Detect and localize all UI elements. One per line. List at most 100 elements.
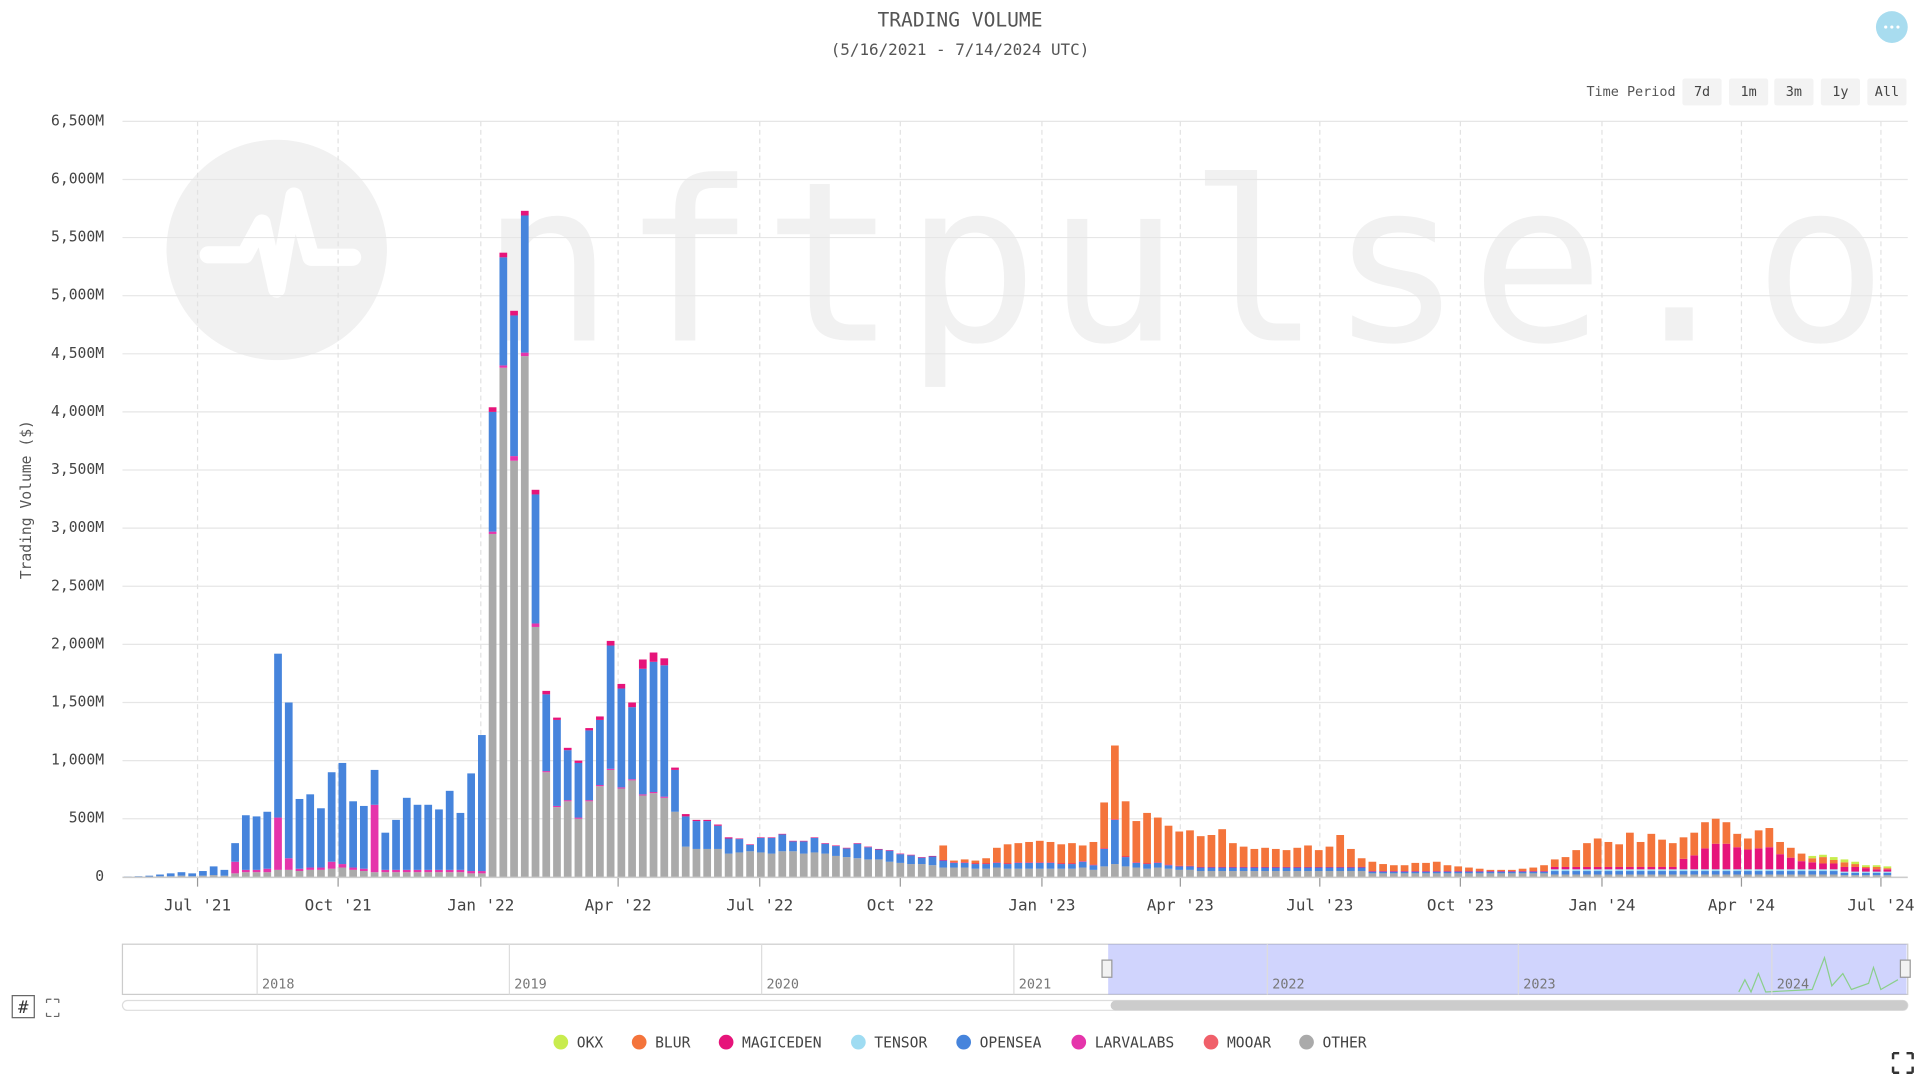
time-period-button[interactable]: All: [1867, 78, 1907, 106]
bar-segment: [1250, 867, 1259, 872]
legend-item[interactable]: MOOAR: [1203, 1034, 1272, 1051]
bar-segment: [842, 848, 851, 858]
bar-segment: [349, 869, 357, 877]
bar-segment: [1078, 845, 1087, 862]
bar-segment: [714, 824, 722, 826]
bar-segment: [1883, 868, 1892, 870]
bar-segment: [188, 876, 197, 877]
bar-segment: [1046, 862, 1055, 863]
bar-segment: [1347, 866, 1355, 868]
scrollbar-thumb[interactable]: [1110, 1000, 1908, 1011]
bar-segment: [1593, 874, 1602, 877]
menu-button[interactable]: [1875, 11, 1908, 43]
bar-segment: [692, 848, 701, 877]
bar-segment: [1304, 866, 1312, 868]
bar-segment: [1636, 871, 1645, 875]
bar-segment: [638, 668, 647, 795]
bar-segment: [821, 843, 830, 854]
bar-segment: [1626, 869, 1634, 872]
button-label: 3m: [1786, 85, 1802, 100]
bar-segment: [1722, 871, 1731, 875]
bar-segment: [1379, 871, 1387, 874]
bar-segment: [606, 645, 615, 769]
bar-segment: [1862, 871, 1870, 873]
legend-swatch: [1071, 1034, 1087, 1050]
bar-segment: [1100, 848, 1109, 867]
time-period-button[interactable]: 7d: [1682, 78, 1722, 106]
bar-segment: [1561, 857, 1570, 867]
fullscreen-icon[interactable]: [1891, 1051, 1914, 1074]
legend-item[interactable]: LARVALABS: [1071, 1034, 1174, 1051]
bar-segment: [649, 791, 658, 794]
bar-segment: [1851, 871, 1860, 873]
bar-segment: [1754, 869, 1763, 872]
bar-segment: [1368, 871, 1377, 872]
bar-segment: [209, 875, 218, 877]
bar-segment: [714, 825, 722, 849]
watermark-text: nftpulse.org: [480, 134, 1920, 394]
y-axis-title: Trading Volume ($): [18, 420, 35, 579]
bar-segment: [1829, 869, 1838, 872]
bar-segment: [1829, 871, 1838, 875]
navigator-handle[interactable]: [1101, 959, 1113, 978]
legend-item[interactable]: OTHER: [1299, 1034, 1367, 1051]
bar-segment: [1647, 871, 1656, 875]
bar-segment: [359, 805, 368, 869]
bar-segment: [1475, 871, 1484, 872]
bar-segment: [499, 252, 508, 258]
bar-segment: [1411, 862, 1420, 872]
legend-item[interactable]: MAGICEDEN: [718, 1034, 822, 1051]
bar-segment: [1561, 874, 1570, 877]
bar-segment: [392, 819, 400, 870]
navigator-handle[interactable]: [1899, 959, 1911, 978]
time-period-button[interactable]: 1y: [1820, 78, 1860, 106]
bar-segment: [746, 844, 754, 845]
bar-segment: [295, 868, 304, 872]
bar-segment: [1025, 841, 1033, 863]
bar-segment: [1872, 871, 1881, 873]
bar-segment: [1014, 862, 1023, 863]
bar-segment: [1443, 871, 1452, 872]
bar-segment: [789, 840, 797, 842]
bar-segment: [359, 868, 368, 872]
bar-segment: [1357, 871, 1366, 877]
bar-segment: [1862, 872, 1870, 876]
bar-segment: [1357, 867, 1366, 872]
bar-segment: [1701, 822, 1709, 849]
watermark-pulse: [199, 187, 362, 298]
bar-segment: [478, 735, 486, 872]
bar-segment: [767, 853, 776, 877]
bar-segment: [928, 855, 937, 857]
bar-segment: [939, 860, 948, 868]
bar-segment: [1733, 847, 1742, 870]
time-period-button[interactable]: 1m: [1728, 78, 1769, 106]
bar-segment: [1175, 869, 1184, 877]
bar-segment: [1722, 874, 1731, 877]
time-period-button[interactable]: 3m: [1774, 78, 1814, 106]
x-tick-label: Jan '22: [447, 896, 514, 915]
expand-icon[interactable]: [45, 998, 60, 1018]
bar-segment: [542, 690, 551, 695]
bar-segment: [810, 837, 819, 838]
bar-segment: [1540, 873, 1548, 877]
bar-segment: [907, 855, 915, 865]
bar-segment: [1711, 818, 1720, 844]
navigator-year: 2024: [1777, 978, 1809, 993]
bar-segment: [1271, 848, 1280, 867]
bar-segment: [1668, 866, 1677, 870]
bar-segment: [1486, 871, 1495, 874]
legend-item[interactable]: OPENSEA: [956, 1034, 1042, 1051]
bar-segment: [617, 683, 626, 689]
legend-item[interactable]: BLUR: [631, 1034, 691, 1051]
bar-segment: [1229, 871, 1237, 877]
bar-segment: [574, 760, 583, 763]
legend-item[interactable]: TENSOR: [851, 1034, 927, 1051]
x-tick-label: Jul '24: [1847, 896, 1914, 915]
legend-item[interactable]: OKX: [553, 1034, 603, 1051]
grid-icon[interactable]: [11, 995, 35, 1019]
navigator-selection[interactable]: [1108, 944, 1907, 995]
bar-segment: [1819, 863, 1827, 870]
bar-segment: [1078, 861, 1087, 862]
bar-segment: [1808, 858, 1817, 863]
bar-segment: [1068, 863, 1076, 865]
